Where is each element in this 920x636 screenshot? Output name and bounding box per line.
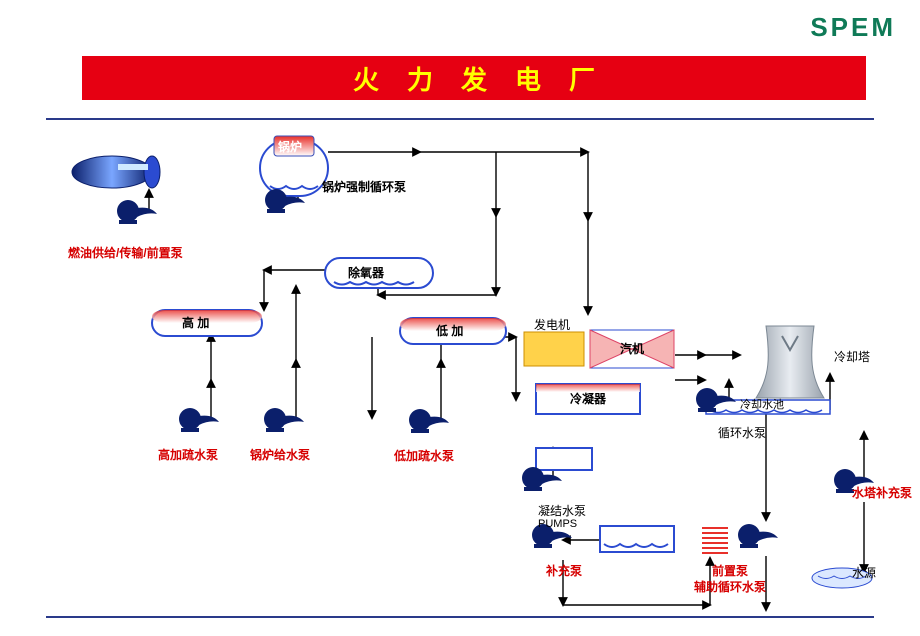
cond-pump-box-icon (536, 448, 592, 470)
label-boiler-top: 锅炉 (278, 138, 302, 155)
label-aux-circ: 辅助循环水泵 (694, 578, 766, 595)
label-fuel-pump: 燃油供给/传输/前置泵 (68, 244, 183, 261)
label-cooling-pond: 冷却水池 (740, 396, 784, 412)
label-circ-pump: 循环水泵 (718, 424, 766, 441)
pump-icon (179, 408, 219, 432)
pump-icon (738, 524, 778, 548)
generator-icon (524, 332, 584, 366)
label-boiler-circ: 锅炉强制循环泵 (322, 178, 406, 195)
label-hp-heater: 高 加 (182, 314, 209, 331)
heat-exchanger-icon (702, 526, 728, 554)
label-tower-makeup: 水塔补充泵 (852, 484, 912, 501)
label-condenser: 冷凝器 (570, 390, 606, 407)
label-turbine: 汽机 (620, 340, 644, 357)
cooling-tower-icon (756, 326, 824, 398)
label-feed-pump: 锅炉给水泵 (250, 446, 310, 463)
process-diagram (0, 0, 920, 636)
label-deaerator: 除氧器 (348, 264, 384, 281)
label-generator: 发电机 (534, 316, 570, 333)
label-lp-drain: 低加疏水泵 (394, 447, 454, 464)
pumps-tank-icon (600, 526, 674, 552)
label-cond-pump: 凝结水泵 (538, 502, 586, 519)
label-lp-heater: 低 加 (436, 322, 463, 339)
label-pumps-en: PUMPS (538, 518, 577, 530)
label-front-pump: 前置泵 (712, 562, 748, 579)
label-cooling-tower: 冷却塔 (834, 348, 870, 365)
label-makeup: 补充泵 (546, 562, 582, 579)
pump-icon (409, 409, 449, 433)
label-water-src: 水源 (852, 564, 876, 581)
label-hp-drain: 高加疏水泵 (158, 446, 218, 463)
fuel-tank-icon (72, 156, 160, 188)
pump-icon (264, 408, 304, 432)
diagram-stage: { "logo":{"text":"SPEM","color":"#0f7a57… (0, 0, 920, 636)
pump-icon (117, 200, 157, 224)
